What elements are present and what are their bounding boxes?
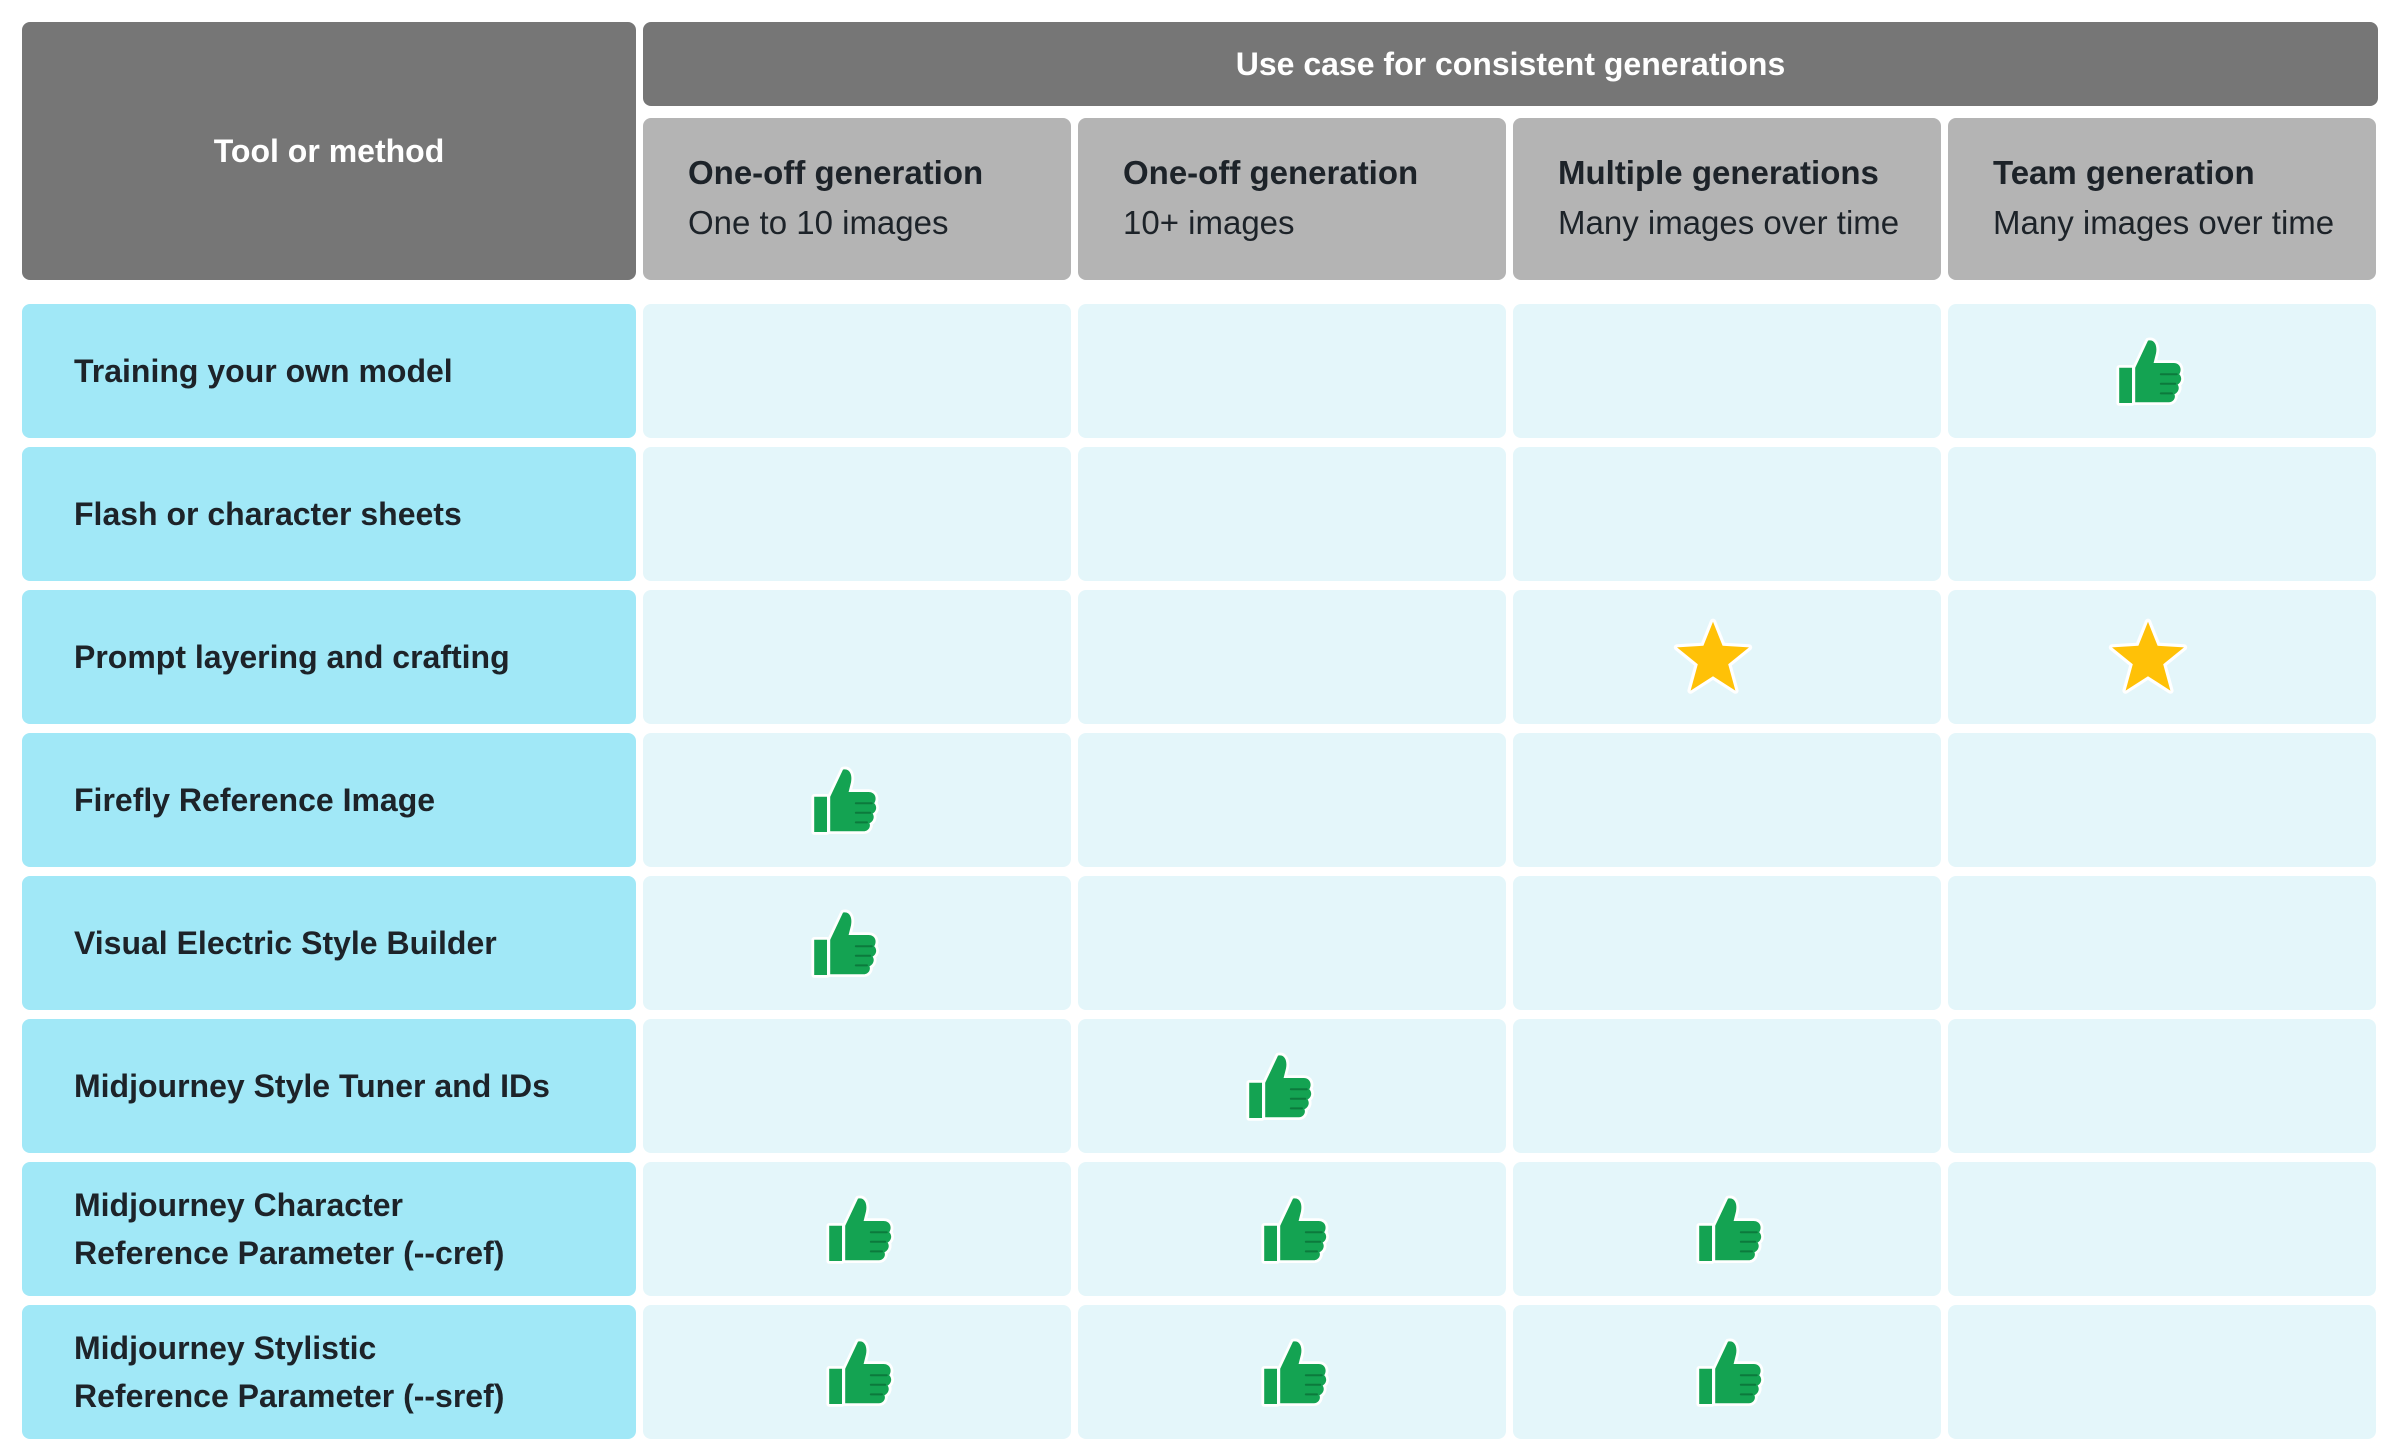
row-label-text: Firefly Reference Image bbox=[74, 776, 435, 824]
thumbs-up-icon bbox=[2108, 331, 2188, 411]
column-header-team: Team generation Many images over time bbox=[1948, 118, 2376, 280]
table-cell bbox=[1948, 1162, 2376, 1296]
row-label-text: Midjourney Style Tuner and IDs bbox=[74, 1062, 550, 1110]
thumbs-up-icon bbox=[818, 1332, 898, 1412]
table-cell bbox=[1948, 1019, 2376, 1153]
table-cell bbox=[643, 590, 1071, 724]
table-cell bbox=[1948, 447, 2376, 581]
table-cell bbox=[1078, 1305, 1506, 1439]
column-header-multiple: Multiple generations Many images over ti… bbox=[1513, 118, 1941, 280]
table-cell bbox=[1078, 1019, 1506, 1153]
use-case-header-label: Use case for consistent generations bbox=[1235, 45, 1786, 82]
table-cell bbox=[1513, 590, 1941, 724]
column-title: One-off generation bbox=[1123, 154, 1419, 191]
row-label-text: Midjourney Character Reference Parameter … bbox=[74, 1181, 504, 1277]
table-cell bbox=[1513, 447, 1941, 581]
row-label: Firefly Reference Image bbox=[22, 733, 636, 867]
table-cell bbox=[1078, 876, 1506, 1010]
column-title: Team generation bbox=[1993, 154, 2255, 191]
table-cell bbox=[643, 1305, 1071, 1439]
table-cell bbox=[643, 304, 1071, 438]
row-label: Prompt layering and crafting bbox=[22, 590, 636, 724]
table-cell bbox=[1078, 1162, 1506, 1296]
column-header-one-off-large: One-off generation 10+ images bbox=[1078, 118, 1506, 280]
column-subtitle: 10+ images bbox=[1123, 204, 1295, 241]
column-subtitle: Many images over time bbox=[1993, 204, 2335, 241]
row-label-line: Prompt layering and crafting bbox=[74, 639, 510, 675]
row-label-line: Visual Electric Style Builder bbox=[74, 925, 497, 961]
table-cell bbox=[1513, 733, 1941, 867]
table-cell bbox=[1513, 1019, 1941, 1153]
table-cell bbox=[1513, 304, 1941, 438]
row-label-text: Prompt layering and crafting bbox=[74, 633, 510, 681]
star-icon bbox=[1673, 617, 1753, 697]
row-label-line: Midjourney Stylistic bbox=[74, 1330, 377, 1366]
star-icon bbox=[2108, 617, 2188, 697]
row-label-line: Reference Parameter (--cref) bbox=[74, 1235, 505, 1271]
row-label: Midjourney Style Tuner and IDs bbox=[22, 1019, 636, 1153]
row-label-line: Midjourney Character bbox=[74, 1187, 403, 1223]
row-label-text: Visual Electric Style Builder bbox=[74, 919, 497, 967]
column-header-one-off-small: One-off generation One to 10 images bbox=[643, 118, 1071, 280]
column-title: Multiple generations bbox=[1558, 154, 1879, 191]
row-label-line: Reference Parameter (--sref) bbox=[74, 1378, 505, 1414]
table-cell bbox=[1513, 1162, 1941, 1296]
row-label: Midjourney Character Reference Parameter … bbox=[22, 1162, 636, 1296]
row-label: Midjourney Stylistic Reference Parameter … bbox=[22, 1305, 636, 1439]
table-cell bbox=[643, 733, 1071, 867]
table-cell bbox=[643, 447, 1071, 581]
column-subtitle: Many images over time bbox=[1558, 204, 1900, 241]
table-cell bbox=[643, 876, 1071, 1010]
table-cell bbox=[1948, 590, 2376, 724]
thumbs-up-icon bbox=[803, 760, 883, 840]
use-case-header: Use case for consistent generations bbox=[643, 22, 2378, 106]
tool-column-header-label: Tool or method bbox=[213, 132, 445, 169]
tool-column-header: Tool or method bbox=[22, 22, 636, 280]
row-label-text: Flash or character sheets bbox=[74, 490, 462, 538]
table-cell bbox=[643, 1019, 1071, 1153]
table-cell bbox=[1948, 876, 2376, 1010]
table-cell bbox=[1078, 733, 1506, 867]
row-label: Visual Electric Style Builder bbox=[22, 876, 636, 1010]
column-subtitle: One to 10 images bbox=[688, 204, 949, 241]
row-label-line: Flash or character sheets bbox=[74, 496, 462, 532]
thumbs-up-icon bbox=[803, 903, 883, 983]
row-label: Flash or character sheets bbox=[22, 447, 636, 581]
thumbs-up-icon bbox=[1253, 1332, 1333, 1412]
thumbs-up-icon bbox=[1253, 1189, 1333, 1269]
row-label-text: Training your own model bbox=[74, 347, 453, 395]
table-cell bbox=[1513, 1305, 1941, 1439]
row-label: Training your own model bbox=[22, 304, 636, 438]
thumbs-up-icon bbox=[818, 1189, 898, 1269]
thumbs-up-icon bbox=[1688, 1189, 1768, 1269]
table-cell bbox=[1948, 304, 2376, 438]
row-label-text: Midjourney Stylistic Reference Parameter … bbox=[74, 1324, 504, 1420]
table-cell bbox=[1078, 304, 1506, 438]
thumbs-up-icon bbox=[1238, 1046, 1318, 1126]
table-cell bbox=[1948, 1305, 2376, 1439]
column-title: One-off generation bbox=[688, 154, 984, 191]
table-cell bbox=[1948, 733, 2376, 867]
row-label-line: Midjourney Style Tuner and IDs bbox=[74, 1068, 550, 1104]
table-cell bbox=[1078, 447, 1506, 581]
table-cell bbox=[1078, 590, 1506, 724]
thumbs-up-icon bbox=[1688, 1332, 1768, 1412]
table-cell bbox=[1513, 876, 1941, 1010]
row-label-line: Training your own model bbox=[74, 353, 453, 389]
table-cell bbox=[643, 1162, 1071, 1296]
row-label-line: Firefly Reference Image bbox=[74, 782, 436, 818]
